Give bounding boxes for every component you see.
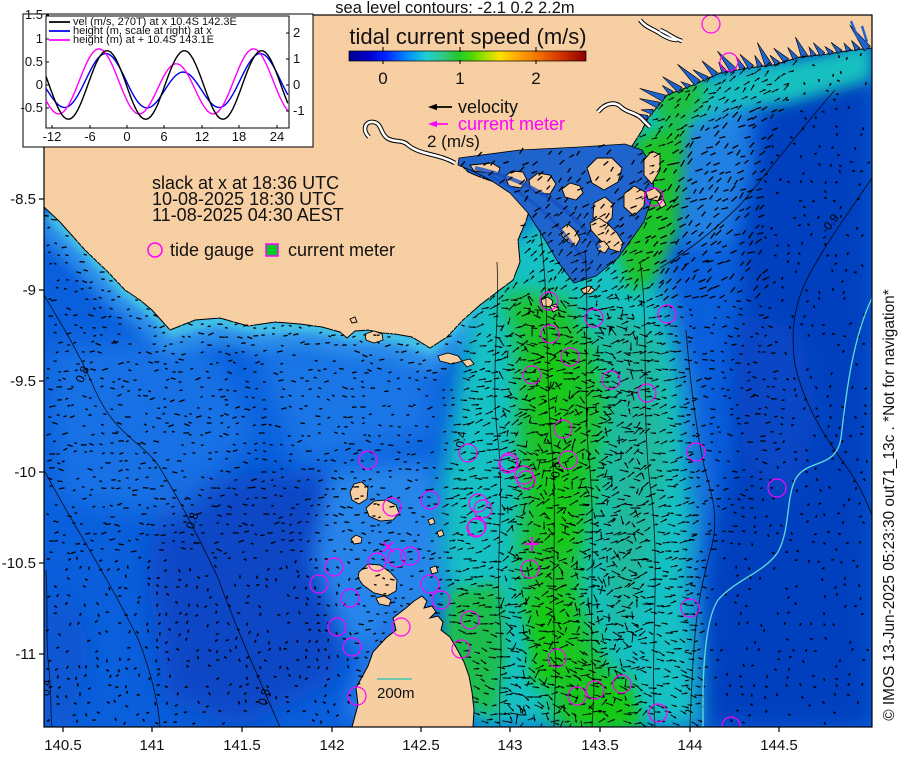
svg-text:6: 6 (160, 129, 167, 144)
svg-text:12: 12 (195, 129, 209, 144)
svg-text:11-08-2025 04:30 AEST: 11-08-2025 04:30 AEST (152, 205, 344, 225)
svg-text:-6: -6 (84, 129, 96, 144)
svg-text:0.8: 0.8 (73, 364, 93, 385)
svg-text:1: 1 (455, 69, 464, 88)
svg-text:10-08-2025 18:30 UTC: 10-08-2025 18:30 UTC (152, 189, 336, 209)
svg-text:1: 1 (293, 51, 300, 66)
svg-text:0.8: 0.8 (255, 687, 273, 707)
svg-text:current meter: current meter (458, 114, 565, 134)
svg-text:2: 2 (531, 69, 540, 88)
svg-text:-1: -1 (293, 103, 305, 118)
svg-text:2: 2 (293, 25, 300, 40)
svg-text:18: 18 (232, 129, 246, 144)
svg-text:144.5: 144.5 (760, 737, 798, 754)
svg-text:0.4: 0.4 (38, 678, 53, 696)
svg-text:0.4: 0.4 (453, 430, 469, 449)
svg-text:143.5: 143.5 (581, 737, 619, 754)
svg-text:142.5: 142.5 (402, 737, 440, 754)
svg-text:0.8: 0.8 (183, 510, 202, 531)
svg-text:-8.5: -8.5 (10, 191, 36, 208)
svg-text:24: 24 (270, 129, 284, 144)
svg-text:velocity: velocity (458, 97, 518, 117)
svg-text:current meter: current meter (288, 240, 395, 260)
svg-text:0: 0 (378, 69, 387, 88)
svg-text:-10: -10 (14, 464, 36, 481)
svg-text:0: 0 (36, 77, 43, 92)
svg-text:vel (m/s, 270T) at x 10.4S 142: vel (m/s, 270T) at x 10.4S 142.3E (73, 16, 237, 28)
svg-text:0.5: 0.5 (25, 54, 43, 69)
svg-text:-10.5: -10.5 (2, 555, 36, 572)
svg-text:144: 144 (677, 737, 702, 754)
svg-text:-0.5: -0.5 (21, 100, 43, 115)
svg-text:© IMOS 13-Jun-2025 05:23:30 ou: © IMOS 13-Jun-2025 05:23:30 out71_13c . … (881, 289, 898, 720)
svg-text:-11: -11 (15, 646, 36, 663)
svg-text:slack at x at 18:36 UTC: slack at x at 18:36 UTC (152, 173, 339, 193)
svg-text:143: 143 (497, 737, 522, 754)
svg-text:0.5: 0.5 (548, 460, 563, 478)
svg-text:142: 142 (319, 737, 344, 754)
svg-text:height (m) at + 10.4S 143.1E: height (m) at + 10.4S 143.1E (73, 34, 214, 46)
svg-text:-9: -9 (23, 282, 36, 299)
svg-text:0: 0 (293, 77, 300, 92)
svg-text:sea level contours: -2.1 0.2 2: sea level contours: -2.1 0.2 2.2m (335, 0, 574, 17)
svg-text:tidal current speed (m/s): tidal current speed (m/s) (349, 24, 586, 49)
svg-text:1: 1 (36, 31, 43, 46)
svg-text:140.5: 140.5 (44, 737, 82, 754)
svg-text:-9.5: -9.5 (10, 373, 36, 390)
svg-text:1.5: 1.5 (25, 7, 43, 22)
svg-text:height (m, scale at right) at: height (m, scale at right) at x (73, 25, 212, 37)
svg-text:2 (m/s): 2 (m/s) (427, 132, 480, 151)
svg-text:141.5: 141.5 (223, 737, 261, 754)
svg-text:0: 0 (123, 129, 130, 144)
svg-text:tide gauge: tide gauge (170, 240, 254, 260)
svg-text:-12: -12 (43, 129, 62, 144)
svg-text:200m: 200m (377, 685, 415, 702)
svg-text:141: 141 (139, 737, 164, 754)
